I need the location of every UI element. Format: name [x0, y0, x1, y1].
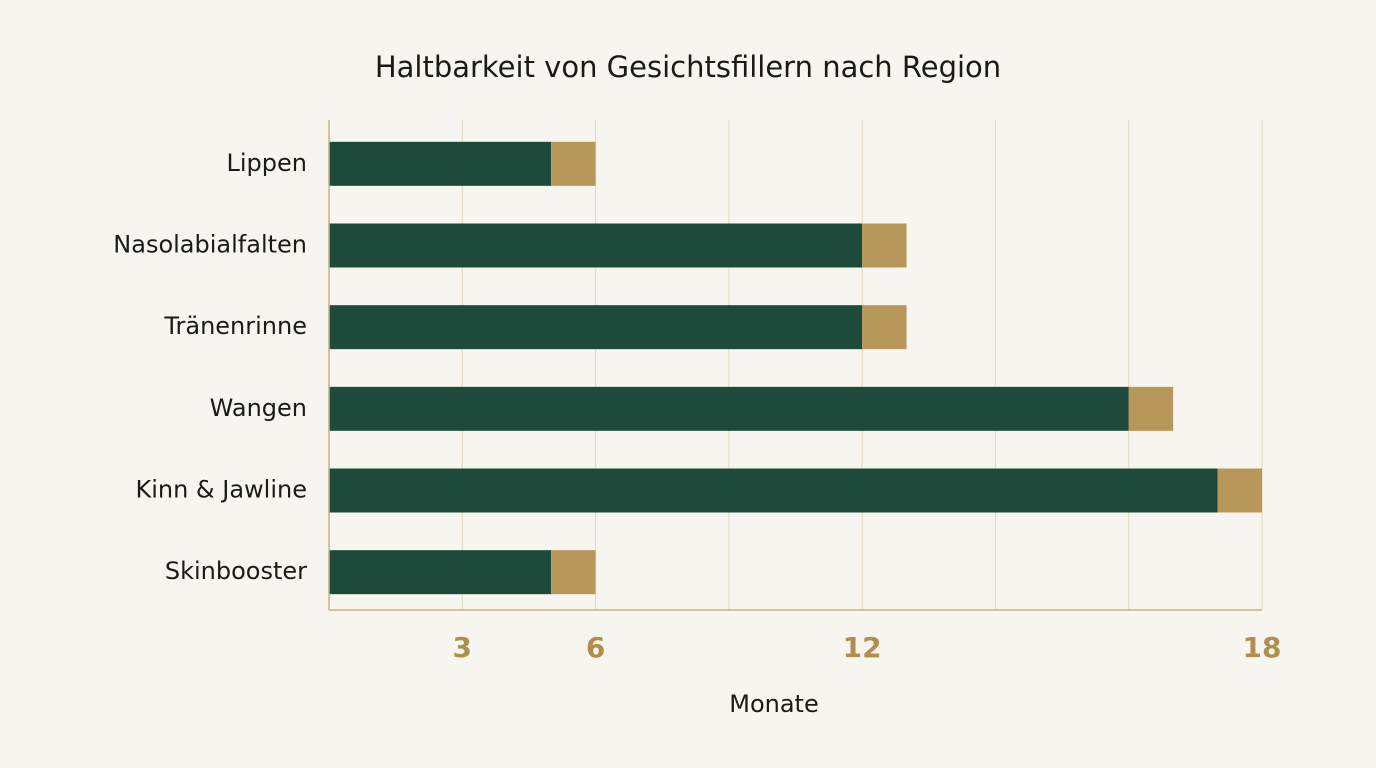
y-tick-label: Kinn & Jawline	[135, 476, 307, 504]
x-tick-label: 6	[586, 631, 605, 664]
bar-segment	[329, 550, 552, 595]
bar-segment	[862, 305, 907, 350]
y-tick-label: Tränenrinne	[163, 312, 307, 340]
y-tick-label: Lippen	[227, 149, 307, 177]
x-tick-label: 18	[1243, 631, 1282, 664]
x-tick-label: 12	[843, 631, 882, 664]
bar-segment	[329, 305, 863, 350]
chart-title: Haltbarkeit von Gesichtsfillern nach Reg…	[375, 50, 1001, 84]
bar-segment	[551, 550, 596, 595]
bar-segment	[1128, 386, 1174, 431]
bar-segment	[329, 141, 552, 186]
x-tick-label: 3	[453, 631, 472, 664]
bar-segment	[329, 223, 863, 268]
y-tick-label: Wangen	[210, 394, 307, 422]
x-axis-label: Monate	[729, 690, 818, 718]
y-tick-label: Skinbooster	[165, 557, 307, 585]
bar-segment	[329, 386, 1129, 431]
y-tick-label: Nasolabialfalten	[113, 231, 307, 259]
bar-segment	[862, 223, 907, 268]
bar-segment	[329, 468, 1218, 513]
bar-segment	[1217, 468, 1263, 513]
bar-segment	[551, 141, 596, 186]
